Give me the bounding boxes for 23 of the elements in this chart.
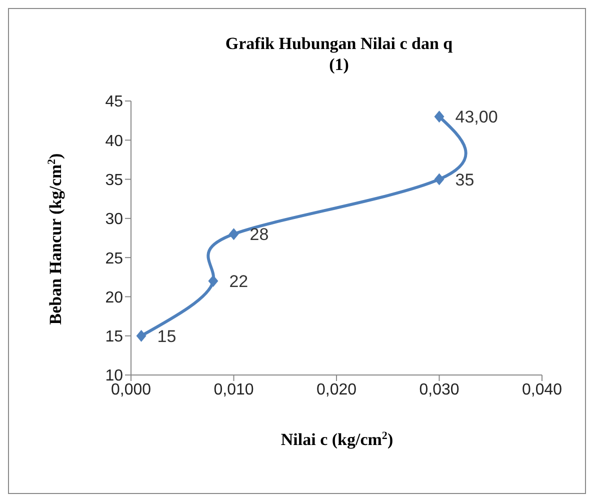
- point: [136, 330, 146, 342]
- y-tick-label: 40: [105, 132, 124, 150]
- y-tick-label: 25: [105, 250, 124, 268]
- x-axis-title: Nilai c (kg/cm$^{2}$): [280, 430, 394, 449]
- y-tick-label: 30: [105, 211, 124, 228]
- point: [228, 228, 239, 240]
- point: [208, 275, 218, 288]
- y-tick-label: 15: [105, 328, 124, 346]
- y-tick-label: 45: [105, 94, 124, 111]
- data-label: 28: [250, 225, 269, 244]
- data-label: 35: [455, 170, 474, 190]
- y-tick-label: 35: [105, 172, 124, 189]
- chart-title: Grafik Hubungan Nilai c dan q (1): [225, 34, 454, 74]
- y-tick-label: 20: [105, 289, 124, 306]
- point: [434, 173, 444, 186]
- x-tick-label: 0,020: [316, 381, 357, 398]
- x-tick-label: 0,010: [214, 381, 254, 398]
- data-label: 43,00: [455, 108, 498, 127]
- x-tick-label: 0,030: [419, 381, 460, 398]
- x-tick-label: 0,040: [522, 381, 562, 398]
- data-label: 22: [229, 272, 248, 292]
- point: [434, 110, 444, 123]
- data-label: 15: [157, 326, 176, 346]
